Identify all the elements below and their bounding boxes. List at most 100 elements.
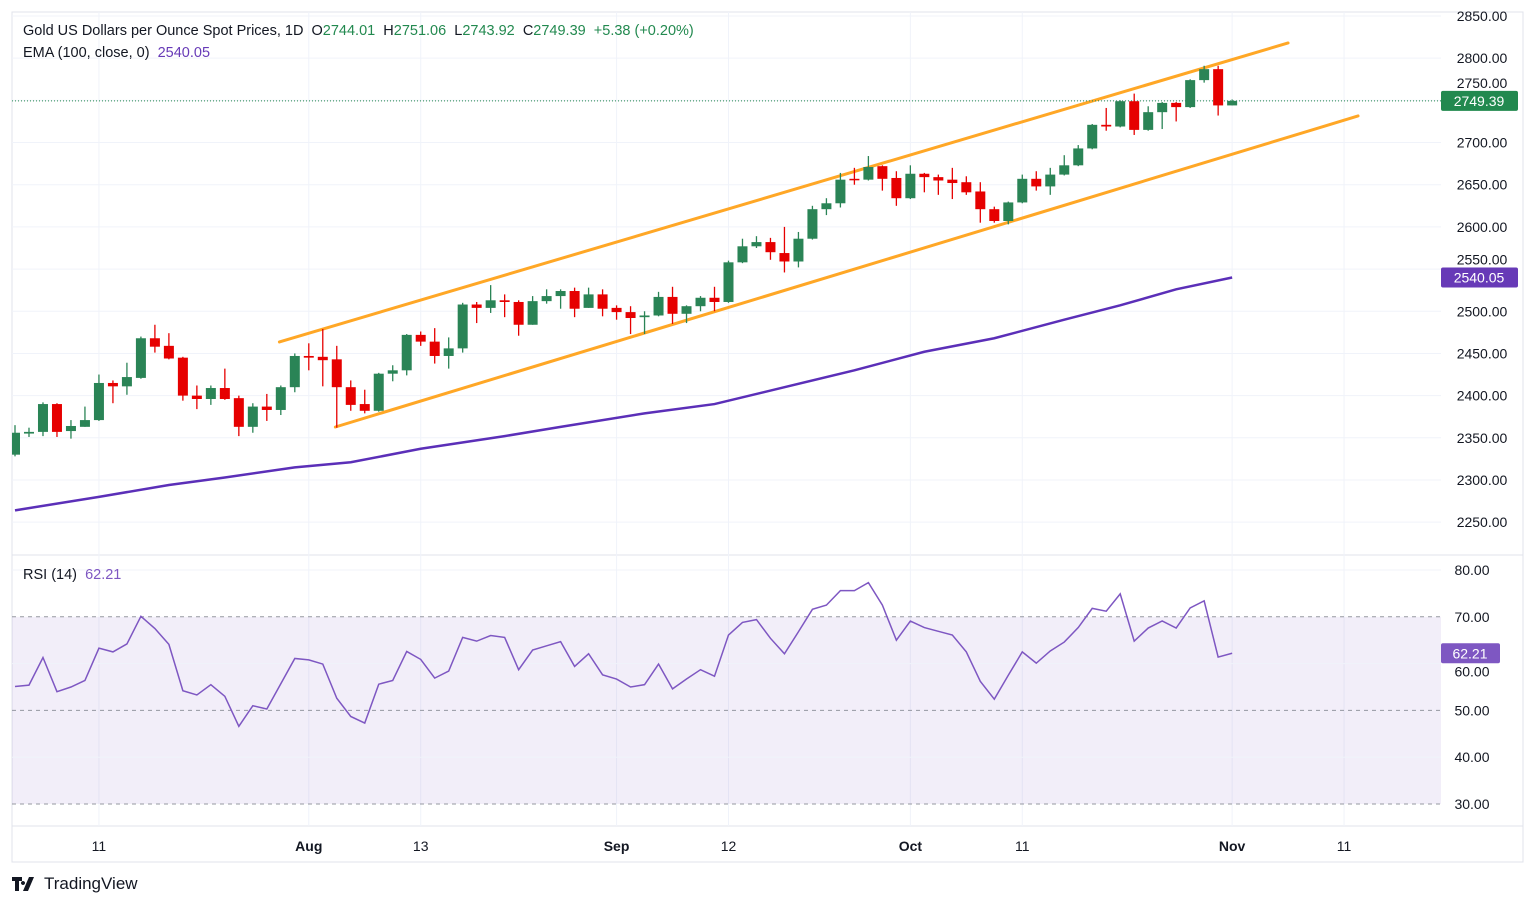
candle-down (303, 343, 314, 371)
rsi-value-badge (1441, 643, 1500, 664)
candle-body (863, 167, 874, 180)
price-axis-label: 2450.00 (1457, 345, 1508, 361)
candle-up (1143, 106, 1154, 131)
candle-body (93, 382, 104, 421)
candle-down (877, 165, 888, 191)
price-axis-label: 2850.00 (1457, 8, 1508, 24)
candle-body (219, 388, 230, 399)
candle-body (373, 373, 384, 411)
candle-up (863, 156, 874, 181)
candle-body (205, 388, 216, 399)
candle-body (1087, 124, 1098, 149)
candle-body (191, 395, 202, 399)
ema-price-badge (1441, 267, 1518, 288)
candle-down (765, 237, 776, 260)
price-axis-label: 2500.00 (1457, 303, 1508, 319)
time-axis-label: 12 (721, 838, 737, 854)
candle-body (765, 242, 776, 253)
candle-up (65, 420, 76, 439)
candle-down (261, 393, 272, 421)
high-label: H (383, 23, 394, 39)
candle-body (247, 406, 258, 427)
candle-up (1003, 201, 1014, 225)
candle-up (835, 172, 846, 208)
candle-body (233, 398, 244, 427)
candle-down (1129, 93, 1140, 135)
candle-body (1045, 174, 1056, 187)
candle-body (905, 173, 916, 199)
rsi-axis-label: 50.00 (1454, 702, 1489, 718)
candle-body (317, 356, 328, 361)
candle-up (583, 287, 594, 308)
candle-body (331, 359, 342, 388)
candle-down (415, 331, 426, 346)
candle-up (387, 365, 398, 382)
candle-body (947, 179, 958, 184)
candle-up (807, 205, 818, 240)
candle-down (611, 305, 622, 320)
candle-down (933, 174, 944, 195)
candle-body (527, 301, 538, 325)
candle-body (107, 382, 118, 387)
candle-down (1101, 107, 1112, 131)
candle-up (737, 238, 748, 264)
candle-up (443, 337, 454, 369)
price-axis-label: 2800.00 (1457, 50, 1508, 66)
candle-up (12, 425, 20, 457)
candle-body (793, 238, 804, 262)
candle-body (387, 370, 398, 374)
candle-body (877, 166, 888, 179)
candle-up (541, 289, 552, 304)
candle-up (527, 296, 538, 325)
candle-down (499, 294, 510, 318)
time-axis-label: Aug (295, 838, 322, 854)
candle-down (233, 395, 244, 437)
rsi-label: RSI (14) (23, 567, 77, 583)
candle-up (1073, 145, 1084, 167)
candle-up (1199, 65, 1210, 83)
rsi-legend[interactable]: RSI (14) 62.21 (23, 567, 121, 583)
candle-body (1059, 165, 1070, 175)
candle-up (93, 374, 104, 421)
candle-down (345, 380, 356, 411)
price-axis-label: 2400.00 (1457, 388, 1508, 404)
ema-legend[interactable]: EMA (100, close, 0) 2540.05 (23, 45, 210, 61)
candle-body (1157, 102, 1168, 113)
candle-down (625, 306, 636, 335)
candle-body (1171, 102, 1182, 108)
time-axis-label: 11 (92, 838, 107, 854)
candle-body (443, 348, 454, 356)
candle-up (23, 427, 34, 437)
candle-down (219, 368, 230, 400)
candle-body (135, 338, 146, 378)
candle-up (121, 362, 132, 395)
candle-body (401, 334, 412, 371)
candle-body (667, 296, 678, 314)
candle-up (1017, 174, 1028, 204)
candle-up (457, 302, 468, 353)
candle-body (779, 253, 790, 262)
candle-body (975, 191, 986, 210)
price-pane (12, 41, 1441, 512)
candle-down (163, 333, 174, 360)
tradingview-logo[interactable]: TradingView (12, 874, 138, 894)
channel-line-lower (333, 114, 1360, 429)
chart-frame (11, 11, 1524, 863)
candle-body (1129, 101, 1140, 130)
candle-up (681, 305, 692, 324)
candle-body (163, 345, 174, 359)
main-legend: Gold US Dollars per Ounce Spot Prices, 1… (23, 23, 694, 39)
rsi-value: 62.21 (85, 567, 122, 583)
candle-body (79, 420, 90, 427)
candle-down (891, 171, 902, 206)
candle-body (1199, 69, 1210, 81)
candle-up (373, 372, 384, 412)
candle-body (933, 177, 944, 181)
time-axis-label: Oct (899, 838, 923, 854)
low-value: 2743.92 (462, 23, 515, 39)
low-label: L (454, 23, 463, 39)
candle-up (135, 336, 146, 379)
candle-body (961, 182, 972, 193)
symbol-title: Gold US Dollars per Ounce Spot Prices, 1… (23, 23, 304, 39)
